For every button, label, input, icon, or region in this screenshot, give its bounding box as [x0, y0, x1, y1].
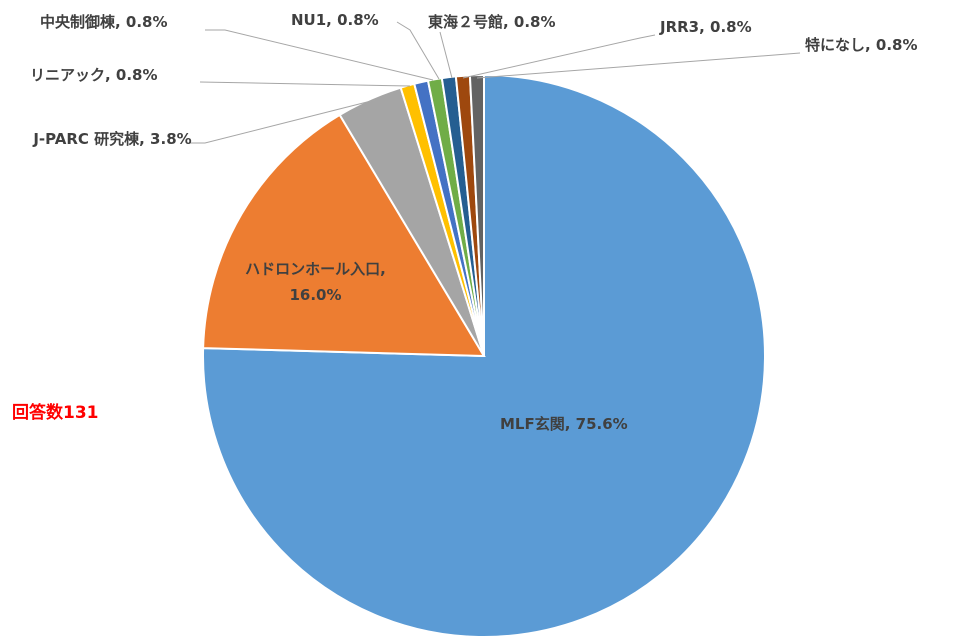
- data-label: JRR3, 0.8%: [660, 18, 752, 36]
- response-count: 回答数131: [12, 403, 99, 423]
- data-label: 中央制御棟, 0.8%: [40, 13, 168, 31]
- data-label: ハドロンホール入口, 16.0%: [245, 260, 386, 304]
- leader-line: [190, 99, 376, 144]
- data-label: 特になし, 0.8%: [805, 36, 918, 54]
- leader-lines: [190, 21, 801, 144]
- leader-line: [199, 81, 411, 87]
- leader-line: [205, 29, 434, 81]
- data-label: NU1, 0.8%: [291, 11, 379, 29]
- leader-line: [476, 52, 801, 79]
- pie-slice: [202, 113, 486, 358]
- data-label: MLF玄関, 75.6%: [500, 415, 628, 433]
- leader-line: [396, 21, 440, 80]
- data-label: 東海２号館, 0.8%: [428, 13, 556, 31]
- data-label: リニアック, 0.8%: [30, 66, 158, 84]
- leader-line: [439, 31, 453, 79]
- data-label: J-PARC 研究棟, 3.8%: [33, 130, 192, 148]
- leader-line: [462, 34, 656, 79]
